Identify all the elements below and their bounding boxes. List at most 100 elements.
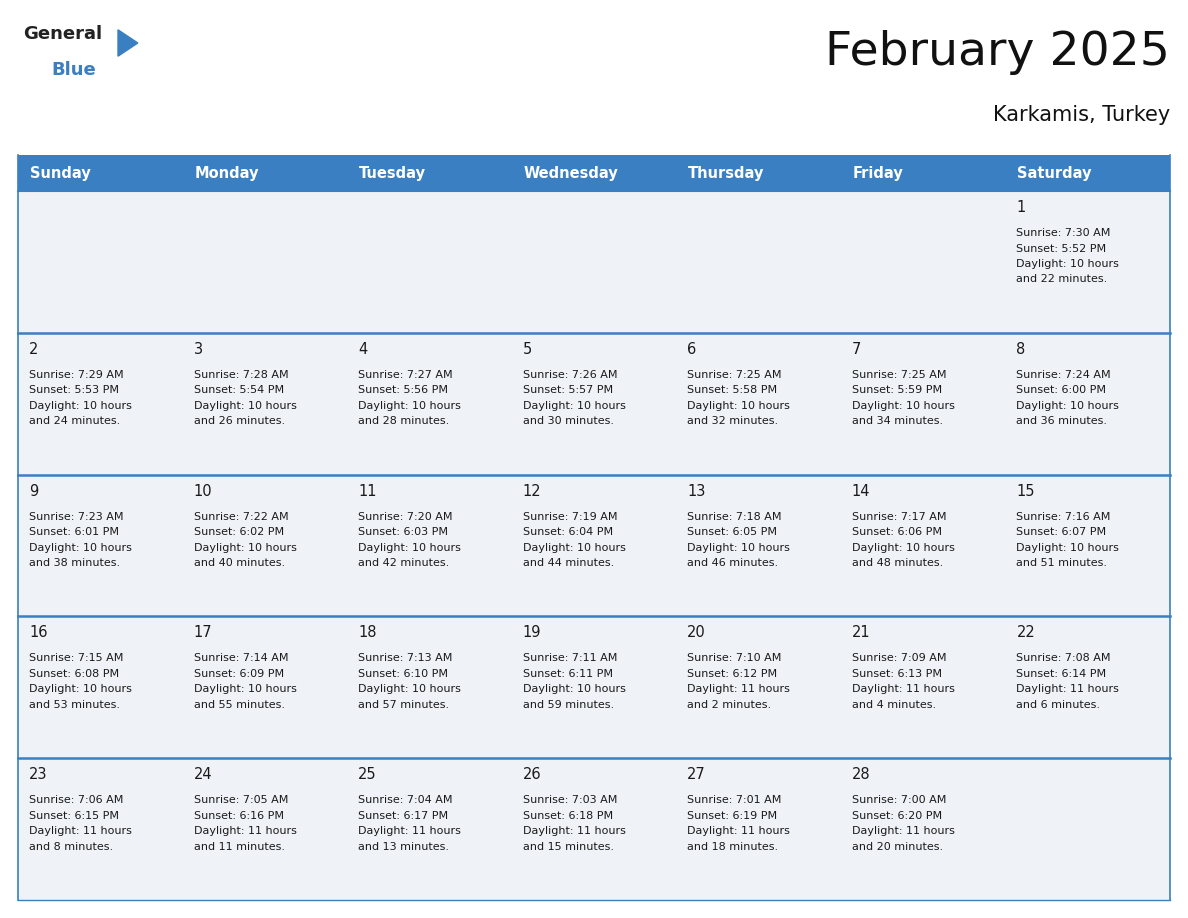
Bar [1005,616,1170,758]
Bar [512,191,676,333]
Text: Daylight: 10 hours: Daylight: 10 hours [29,401,132,410]
Text: 8: 8 [1017,341,1025,357]
Text: 25: 25 [358,767,377,782]
Text: Daylight: 10 hours: Daylight: 10 hours [523,543,626,553]
Text: and 22 minutes.: and 22 minutes. [1017,274,1107,285]
Text: Sunset: 6:08 PM: Sunset: 6:08 PM [29,669,119,679]
Text: Daylight: 10 hours: Daylight: 10 hours [358,685,461,694]
Text: and 32 minutes.: and 32 minutes. [688,416,778,426]
Text: Sunrise: 7:20 AM: Sunrise: 7:20 AM [358,511,453,521]
Text: Sunrise: 7:11 AM: Sunrise: 7:11 AM [523,654,617,664]
Text: Daylight: 11 hours: Daylight: 11 hours [29,826,132,836]
Text: 2: 2 [29,341,38,357]
Bar [1005,475,1170,616]
Text: Daylight: 11 hours: Daylight: 11 hours [852,685,955,694]
Text: Sunset: 6:10 PM: Sunset: 6:10 PM [358,669,448,679]
Text: and 38 minutes.: and 38 minutes. [29,558,120,568]
Text: and 42 minutes.: and 42 minutes. [358,558,449,568]
Text: Sunset: 6:13 PM: Sunset: 6:13 PM [852,669,942,679]
Bar [18,191,183,333]
Text: Sunday: Sunday [30,165,90,181]
Bar [18,155,1170,191]
Text: Friday: Friday [853,165,904,181]
Text: 19: 19 [523,625,542,641]
Text: 6: 6 [688,341,696,357]
Text: and 40 minutes.: and 40 minutes. [194,558,285,568]
Bar [841,475,1005,616]
Text: and 26 minutes.: and 26 minutes. [194,416,285,426]
Text: Sunrise: 7:15 AM: Sunrise: 7:15 AM [29,654,124,664]
Text: Sunrise: 7:09 AM: Sunrise: 7:09 AM [852,654,947,664]
Text: 7: 7 [852,341,861,357]
Bar [183,191,347,333]
Text: and 4 minutes.: and 4 minutes. [852,700,936,710]
Text: Tuesday: Tuesday [359,165,426,181]
Text: 13: 13 [688,484,706,498]
Text: Sunset: 5:54 PM: Sunset: 5:54 PM [194,386,284,396]
Bar [183,333,347,475]
Text: Sunset: 5:56 PM: Sunset: 5:56 PM [358,386,448,396]
Text: Sunset: 6:20 PM: Sunset: 6:20 PM [852,811,942,821]
Bar [1005,758,1170,900]
Text: Sunset: 6:07 PM: Sunset: 6:07 PM [1017,527,1106,537]
Text: Daylight: 11 hours: Daylight: 11 hours [358,826,461,836]
Text: and 34 minutes.: and 34 minutes. [852,416,943,426]
Text: Sunset: 6:02 PM: Sunset: 6:02 PM [194,527,284,537]
Text: and 24 minutes.: and 24 minutes. [29,416,120,426]
Text: Sunrise: 7:04 AM: Sunrise: 7:04 AM [358,795,453,805]
Text: Sunrise: 7:25 AM: Sunrise: 7:25 AM [688,370,782,380]
Bar [18,333,183,475]
Text: Sunset: 5:57 PM: Sunset: 5:57 PM [523,386,613,396]
Text: Sunrise: 7:14 AM: Sunrise: 7:14 AM [194,654,287,664]
Text: Sunrise: 7:26 AM: Sunrise: 7:26 AM [523,370,618,380]
Text: and 57 minutes.: and 57 minutes. [358,700,449,710]
Text: Sunrise: 7:06 AM: Sunrise: 7:06 AM [29,795,124,805]
Text: General: General [23,25,102,43]
Text: and 51 minutes.: and 51 minutes. [1017,558,1107,568]
Text: Sunrise: 7:23 AM: Sunrise: 7:23 AM [29,511,124,521]
Text: and 48 minutes.: and 48 minutes. [852,558,943,568]
Bar [512,475,676,616]
Text: Sunrise: 7:13 AM: Sunrise: 7:13 AM [358,654,453,664]
Text: Daylight: 10 hours: Daylight: 10 hours [194,401,297,410]
Text: 21: 21 [852,625,871,641]
Polygon shape [118,29,138,56]
Text: Wednesday: Wednesday [524,165,619,181]
Text: Daylight: 10 hours: Daylight: 10 hours [29,685,132,694]
Bar [347,333,512,475]
Text: Daylight: 11 hours: Daylight: 11 hours [194,826,297,836]
Text: Thursday: Thursday [688,165,765,181]
Text: 17: 17 [194,625,213,641]
Text: and 18 minutes.: and 18 minutes. [688,842,778,852]
Text: 28: 28 [852,767,871,782]
Text: Daylight: 11 hours: Daylight: 11 hours [688,826,790,836]
Text: 16: 16 [29,625,48,641]
Text: 1: 1 [1017,200,1025,215]
Text: Sunrise: 7:30 AM: Sunrise: 7:30 AM [1017,228,1111,238]
Text: and 30 minutes.: and 30 minutes. [523,416,614,426]
Text: and 11 minutes.: and 11 minutes. [194,842,285,852]
Text: Daylight: 11 hours: Daylight: 11 hours [523,826,626,836]
Text: Sunset: 5:58 PM: Sunset: 5:58 PM [688,386,777,396]
Text: Daylight: 10 hours: Daylight: 10 hours [523,401,626,410]
Text: and 36 minutes.: and 36 minutes. [1017,416,1107,426]
Text: Blue: Blue [51,61,96,79]
Text: and 2 minutes.: and 2 minutes. [688,700,771,710]
Text: Daylight: 10 hours: Daylight: 10 hours [1017,259,1119,269]
Text: 11: 11 [358,484,377,498]
Text: Daylight: 10 hours: Daylight: 10 hours [358,401,461,410]
Text: Daylight: 10 hours: Daylight: 10 hours [523,685,626,694]
Text: and 15 minutes.: and 15 minutes. [523,842,614,852]
Text: Daylight: 11 hours: Daylight: 11 hours [688,685,790,694]
Text: Sunrise: 7:29 AM: Sunrise: 7:29 AM [29,370,124,380]
Bar [512,333,676,475]
Bar [512,758,676,900]
Text: Sunset: 5:52 PM: Sunset: 5:52 PM [1017,243,1106,253]
Bar [841,191,1005,333]
Bar [1005,333,1170,475]
Bar [347,475,512,616]
Text: 14: 14 [852,484,871,498]
Text: and 59 minutes.: and 59 minutes. [523,700,614,710]
Text: 18: 18 [358,625,377,641]
Text: Sunset: 6:14 PM: Sunset: 6:14 PM [1017,669,1106,679]
